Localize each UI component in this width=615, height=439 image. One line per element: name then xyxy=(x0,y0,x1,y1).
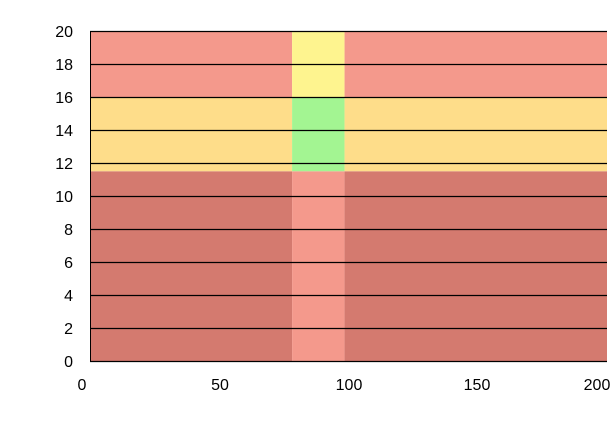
region-1 xyxy=(292,171,345,361)
region-2 xyxy=(344,171,607,361)
gridlines xyxy=(90,30,607,363)
y-tick-label: 0 xyxy=(64,354,73,371)
x-tick-labels: 0 50 100 150 200 xyxy=(78,377,611,394)
y-tick-label: 2 xyxy=(64,321,73,338)
y-tick-label: 18 xyxy=(55,57,73,74)
y-tick-label: 6 xyxy=(64,255,73,272)
y-tick-label: 14 xyxy=(55,123,73,140)
y-tick-label: 10 xyxy=(55,189,73,206)
region-5 xyxy=(344,97,607,172)
region-3 xyxy=(90,97,293,172)
x-tick-label: 0 xyxy=(78,377,87,394)
region-4 xyxy=(292,97,345,172)
y-tick-label: 4 xyxy=(64,288,73,305)
y-tick-label: 8 xyxy=(64,222,73,239)
x-tick-label: 200 xyxy=(584,377,611,394)
y-tick-label: 12 xyxy=(55,156,73,173)
x-tick-label: 100 xyxy=(336,377,363,394)
y-tick-label: 20 xyxy=(55,24,73,41)
x-tick-label: 50 xyxy=(211,377,229,394)
y-tick-labels: 0 2 4 6 8 10 12 14 16 18 20 xyxy=(55,24,73,371)
region-0 xyxy=(90,171,293,361)
x-tick-label: 150 xyxy=(464,377,491,394)
y-tick-label: 16 xyxy=(55,90,73,107)
